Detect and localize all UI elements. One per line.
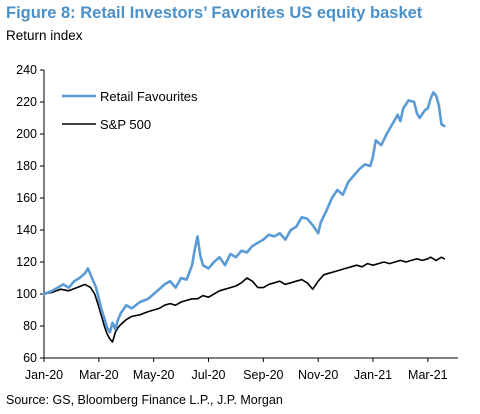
x-tick-label: Jan-21 [354, 368, 392, 382]
x-tick-label: May-20 [133, 368, 175, 382]
x-tick-label: Mar-21 [408, 368, 448, 382]
y-tick-label: 140 [16, 223, 37, 237]
legend-label: Retail Favourites [100, 89, 198, 104]
y-tick-label: 60 [23, 351, 37, 365]
y-tick-label: 80 [23, 319, 37, 333]
x-tick-label: Jan-20 [25, 368, 63, 382]
x-tick-label: Sep-20 [243, 368, 283, 382]
chart-axes: 60 80 100 120 140 160 180 200 220 240 Jan-20 Mar-20… [16, 63, 458, 382]
chart-legend: Retail Favourites S&P 500 [62, 89, 198, 132]
x-tick-label: Jul-20 [191, 368, 225, 382]
y-tick-label: 240 [16, 63, 37, 77]
y-tick-label: 120 [16, 255, 37, 269]
chart-subtitle: Return index [6, 28, 83, 43]
chart-source: Source: GS, Bloomberg Finance L.P., J.P.… [6, 393, 283, 407]
chart-title: Figure 8: Retail Investors’ Favorites US… [6, 4, 423, 22]
y-tick-label: 200 [16, 127, 37, 141]
y-tick-label: 100 [16, 287, 37, 301]
series-line-1 [43, 256, 446, 343]
series-line-0 [42, 91, 446, 334]
legend-label: S&P 500 [100, 117, 151, 132]
chart-series [42, 91, 446, 343]
y-tick-label: 160 [16, 191, 37, 205]
x-tick-label: Nov-20 [298, 368, 338, 382]
y-tick-label: 220 [16, 95, 37, 109]
x-tick-label: Mar-20 [79, 368, 119, 382]
y-tick-label: 180 [16, 159, 37, 173]
